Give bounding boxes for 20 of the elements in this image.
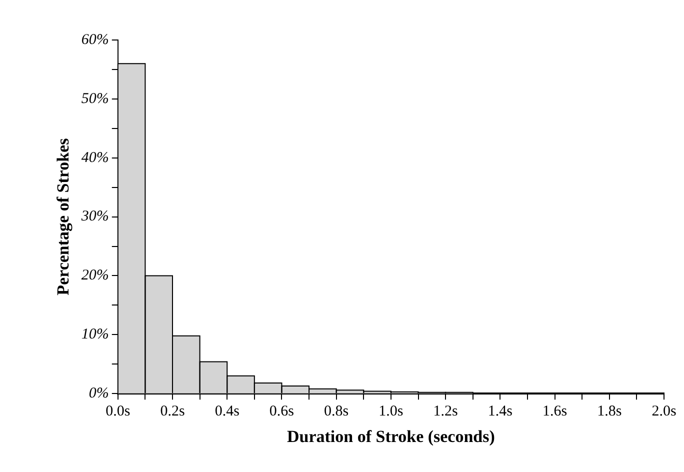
x-tick-label: 0.8s	[324, 404, 349, 420]
y-tick-label: 10%	[81, 326, 109, 343]
x-tick-label: 1.4s	[488, 404, 513, 420]
x-tick-label: 1.2s	[433, 404, 458, 420]
x-tick-label: 1.6s	[542, 404, 568, 420]
x-tick-label: 0.2s	[160, 404, 185, 420]
x-tick-label: 1.8s	[597, 404, 622, 420]
y-tick-label: 60%	[81, 32, 109, 48]
y-tick-label: 0%	[88, 386, 109, 402]
y-tick-label: 30%	[80, 208, 109, 225]
x-tick-label: 0.0s	[106, 404, 130, 420]
y-axis-title: Percentage of Strokes	[54, 138, 73, 296]
y-tick-label: 20%	[81, 268, 109, 284]
x-tick-label: 2.0s	[652, 404, 676, 420]
x-tick-label: 0.6s	[269, 404, 294, 420]
y-tick-label: 50%	[81, 90, 109, 107]
x-tick-label: 0.4s	[214, 404, 240, 420]
y-tick-label: 40%	[81, 150, 109, 166]
x-tick-label: 1.0s	[378, 404, 404, 420]
x-axis-title: Duration of Stroke (seconds)	[286, 427, 495, 446]
